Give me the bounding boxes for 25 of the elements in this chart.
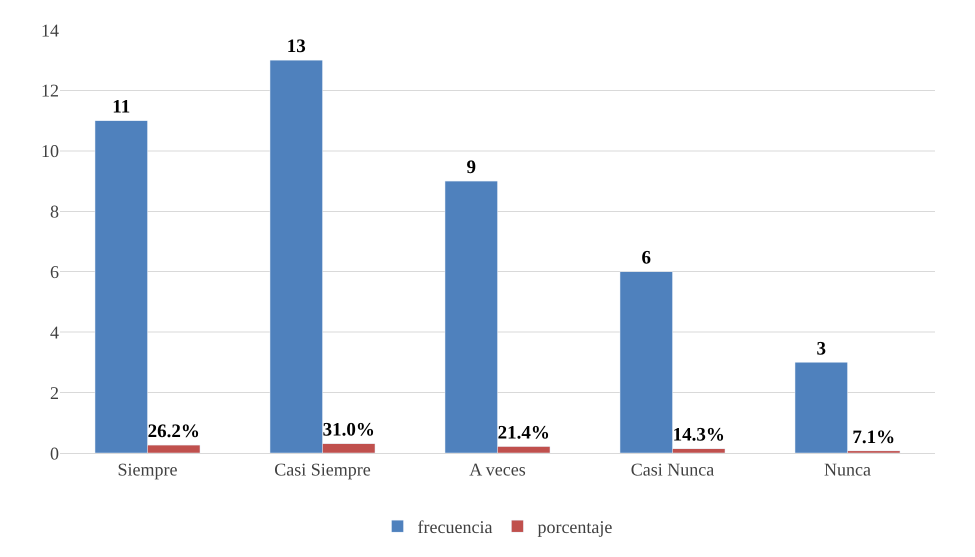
legend-label: frecuencia (418, 517, 492, 538)
x-tick-label: Casi Nunca (630, 460, 714, 480)
y-tick-label: 4 (50, 322, 59, 342)
x-tick-label: Casi Siempre (274, 460, 371, 480)
y-tick-label: 0 (50, 443, 59, 464)
x-tick-label: Nunca (824, 460, 871, 480)
data-label: 3 (816, 338, 826, 360)
data-label: 14.3% (672, 424, 725, 446)
y-tick-label: 12 (41, 80, 59, 101)
data-label: 26.2% (148, 421, 200, 442)
y-tick-label: 10 (41, 141, 59, 162)
y-tick-label: 2 (50, 382, 59, 403)
data-label: 9 (466, 157, 476, 178)
x-tick-label: A veces (469, 460, 526, 480)
data-label: 21.4% (498, 422, 550, 444)
data-label: 6 (642, 248, 651, 269)
y-tick-label: 6 (50, 262, 59, 282)
legend-label: porcentaje (537, 517, 612, 538)
x-tick-label: Siempre (118, 460, 178, 480)
y-tick-label: 8 (50, 202, 59, 222)
data-label: 31.0% (322, 420, 375, 441)
y-tick-label: 14 (41, 20, 59, 40)
data-label: 7.1% (852, 426, 896, 448)
data-label: 11 (112, 96, 130, 118)
data-label: 13 (286, 36, 306, 58)
